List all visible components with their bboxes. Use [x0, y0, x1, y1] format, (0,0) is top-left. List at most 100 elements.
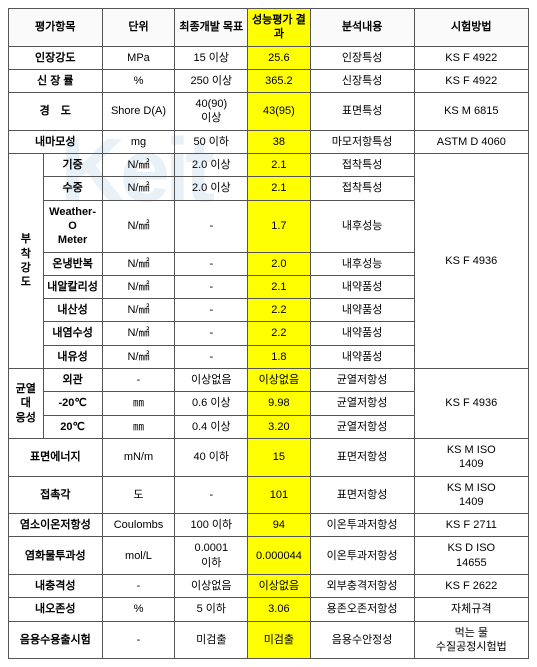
- cell-unit: mN/m: [102, 438, 175, 476]
- eval-sub: Weather-O Meter: [43, 200, 102, 252]
- eval-item: 표면에너지: [9, 438, 103, 476]
- cell-result: 2.2: [248, 299, 310, 322]
- cell-analysis: 음용수안정성: [310, 621, 414, 659]
- cell-unit: ㎜: [102, 392, 175, 415]
- cell-target: 250 이상: [175, 69, 248, 92]
- cell-method: KS M ISO 1409: [414, 476, 528, 514]
- cell-unit: -: [102, 369, 175, 392]
- cell-unit: mg: [102, 130, 175, 153]
- table-row: 인장강도MPa15 이상25.6인장특성KS F 4922: [9, 46, 529, 69]
- eval-sub: 수중: [43, 177, 102, 200]
- header-result: 성능평가 결과: [248, 9, 310, 47]
- spec-table: 평가항목 단위 최종개발 목표 성능평가 결과 분석내용 시험방법 인장강도MP…: [8, 8, 529, 659]
- eval-item: 내충격성: [9, 575, 103, 598]
- eval-sub: 기중: [43, 154, 102, 177]
- cell-target: 0.4 이상: [175, 415, 248, 438]
- cell-unit: N/㎟: [102, 200, 175, 252]
- cell-unit: Coulombs: [102, 514, 175, 537]
- eval-item: 내마모성: [9, 130, 103, 153]
- cell-analysis: 내후성능: [310, 252, 414, 275]
- cell-analysis: 외부충격저항성: [310, 575, 414, 598]
- eval-item: 경 도: [9, 93, 103, 131]
- cell-unit: N/㎟: [102, 345, 175, 368]
- cell-target: 2.0 이상: [175, 154, 248, 177]
- header-row: 평가항목 단위 최종개발 목표 성능평가 결과 분석내용 시험방법: [9, 9, 529, 47]
- cell-target: -: [175, 200, 248, 252]
- cell-unit: %: [102, 69, 175, 92]
- cell-result: 9.98: [248, 392, 310, 415]
- cell-unit: -: [102, 621, 175, 659]
- cell-unit: mol/L: [102, 537, 175, 575]
- header-analysis: 분석내용: [310, 9, 414, 47]
- table-row: 신 장 률%250 이상365.2신장특성KS F 4922: [9, 69, 529, 92]
- cell-result: 38: [248, 130, 310, 153]
- cell-target: -: [175, 322, 248, 345]
- cell-result: 이상없음: [248, 575, 310, 598]
- header-method: 시험방법: [414, 9, 528, 47]
- cell-result: 15: [248, 438, 310, 476]
- cell-result: 1.8: [248, 345, 310, 368]
- table-row: 접촉각도-101표면저항성KS M ISO 1409: [9, 476, 529, 514]
- eval-sub: -20℃: [43, 392, 102, 415]
- cell-analysis: 균열저항성: [310, 415, 414, 438]
- cell-unit: MPa: [102, 46, 175, 69]
- eval-group-gyun: 균열대 응성: [9, 369, 44, 439]
- cell-analysis: 접착특성: [310, 177, 414, 200]
- cell-result: 이상없음: [248, 369, 310, 392]
- cell-unit: N/㎟: [102, 154, 175, 177]
- cell-analysis: 표면저항성: [310, 438, 414, 476]
- cell-target: -: [175, 476, 248, 514]
- cell-result: 0.000044: [248, 537, 310, 575]
- table-row: 내마모성mg50 이하38마모저항특성ASTM D 4060: [9, 130, 529, 153]
- cell-unit: N/㎟: [102, 275, 175, 298]
- cell-target: 50 이하: [175, 130, 248, 153]
- eval-item: 접촉각: [9, 476, 103, 514]
- cell-method: ASTM D 4060: [414, 130, 528, 153]
- cell-target: 이상없음: [175, 369, 248, 392]
- table-row: 내충격성-이상없음이상없음외부충격저항성KS F 2622: [9, 575, 529, 598]
- cell-method: KS M 6815: [414, 93, 528, 131]
- cell-result: 43(95): [248, 93, 310, 131]
- cell-target: 15 이상: [175, 46, 248, 69]
- cell-method: KS F 4936: [414, 154, 528, 369]
- eval-group-buchak: 부 착 강 도: [9, 154, 44, 369]
- table-row: 염소이온저항성Coulombs100 이하94이온투과저항성KS F 2711: [9, 514, 529, 537]
- eval-sub: 20℃: [43, 415, 102, 438]
- cell-analysis: 마모저항특성: [310, 130, 414, 153]
- cell-result: 2.0: [248, 252, 310, 275]
- cell-method: KS M ISO 1409: [414, 438, 528, 476]
- cell-result: 3.20: [248, 415, 310, 438]
- cell-target: -: [175, 345, 248, 368]
- cell-result: 25.6: [248, 46, 310, 69]
- eval-item: 인장강도: [9, 46, 103, 69]
- table-row: 부 착 강 도기중N/㎟2.0 이상2.1접착특성KS F 4936: [9, 154, 529, 177]
- cell-target: -: [175, 252, 248, 275]
- cell-analysis: 균열저항성: [310, 369, 414, 392]
- cell-target: 40 이하: [175, 438, 248, 476]
- cell-analysis: 내약품성: [310, 322, 414, 345]
- eval-sub: 내유성: [43, 345, 102, 368]
- cell-result: 365.2: [248, 69, 310, 92]
- cell-result: 3.06: [248, 598, 310, 621]
- cell-analysis: 표면저항성: [310, 476, 414, 514]
- cell-target: 0.0001 이하: [175, 537, 248, 575]
- cell-target: 5 이하: [175, 598, 248, 621]
- cell-target: -: [175, 275, 248, 298]
- cell-method: KS F 2711: [414, 514, 528, 537]
- cell-unit: ㎜: [102, 415, 175, 438]
- table-row: 염화물투과성mol/L0.0001 이하0.000044이온투과저항성KS D …: [9, 537, 529, 575]
- cell-analysis: 이온투과저항성: [310, 514, 414, 537]
- cell-target: 40(90) 이상: [175, 93, 248, 131]
- cell-analysis: 내약품성: [310, 275, 414, 298]
- cell-method: KS F 4936: [414, 369, 528, 439]
- cell-unit: N/㎟: [102, 177, 175, 200]
- eval-item: 음용수용출시험: [9, 621, 103, 659]
- cell-analysis: 용존오존저항성: [310, 598, 414, 621]
- cell-result: 1.7: [248, 200, 310, 252]
- eval-sub: 온냉반복: [43, 252, 102, 275]
- cell-analysis: 표면특성: [310, 93, 414, 131]
- cell-analysis: 접착특성: [310, 154, 414, 177]
- cell-unit: Shore D(A): [102, 93, 175, 131]
- table-row: 내오존성%5 이하3.06용존오존저항성자체규격: [9, 598, 529, 621]
- eval-item: 염화물투과성: [9, 537, 103, 575]
